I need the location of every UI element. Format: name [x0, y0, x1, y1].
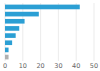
grid-line	[94, 3, 95, 61]
bar	[5, 33, 16, 38]
grid-line	[58, 3, 59, 61]
grid-line	[22, 3, 23, 61]
grid-line	[76, 3, 77, 61]
tick-label: 30	[54, 62, 62, 70]
bar	[5, 19, 25, 24]
bars	[5, 5, 80, 60]
grid	[5, 3, 94, 61]
bar	[5, 26, 19, 31]
tick-label: 0	[3, 62, 7, 70]
grid-line	[40, 3, 41, 61]
tick-label: 20	[36, 62, 44, 70]
bar	[5, 12, 39, 17]
x-axis: 0 10 20 30 40 50	[3, 62, 98, 70]
bar	[5, 40, 12, 45]
tick-label: 10	[19, 62, 27, 70]
tick-label: 50	[90, 62, 98, 70]
bar	[5, 48, 9, 53]
bar	[5, 55, 9, 60]
tick-label: 40	[72, 62, 80, 70]
bar	[5, 5, 80, 10]
chart: 0 10 20 30 40 50	[0, 0, 100, 71]
grid-line	[5, 3, 6, 61]
